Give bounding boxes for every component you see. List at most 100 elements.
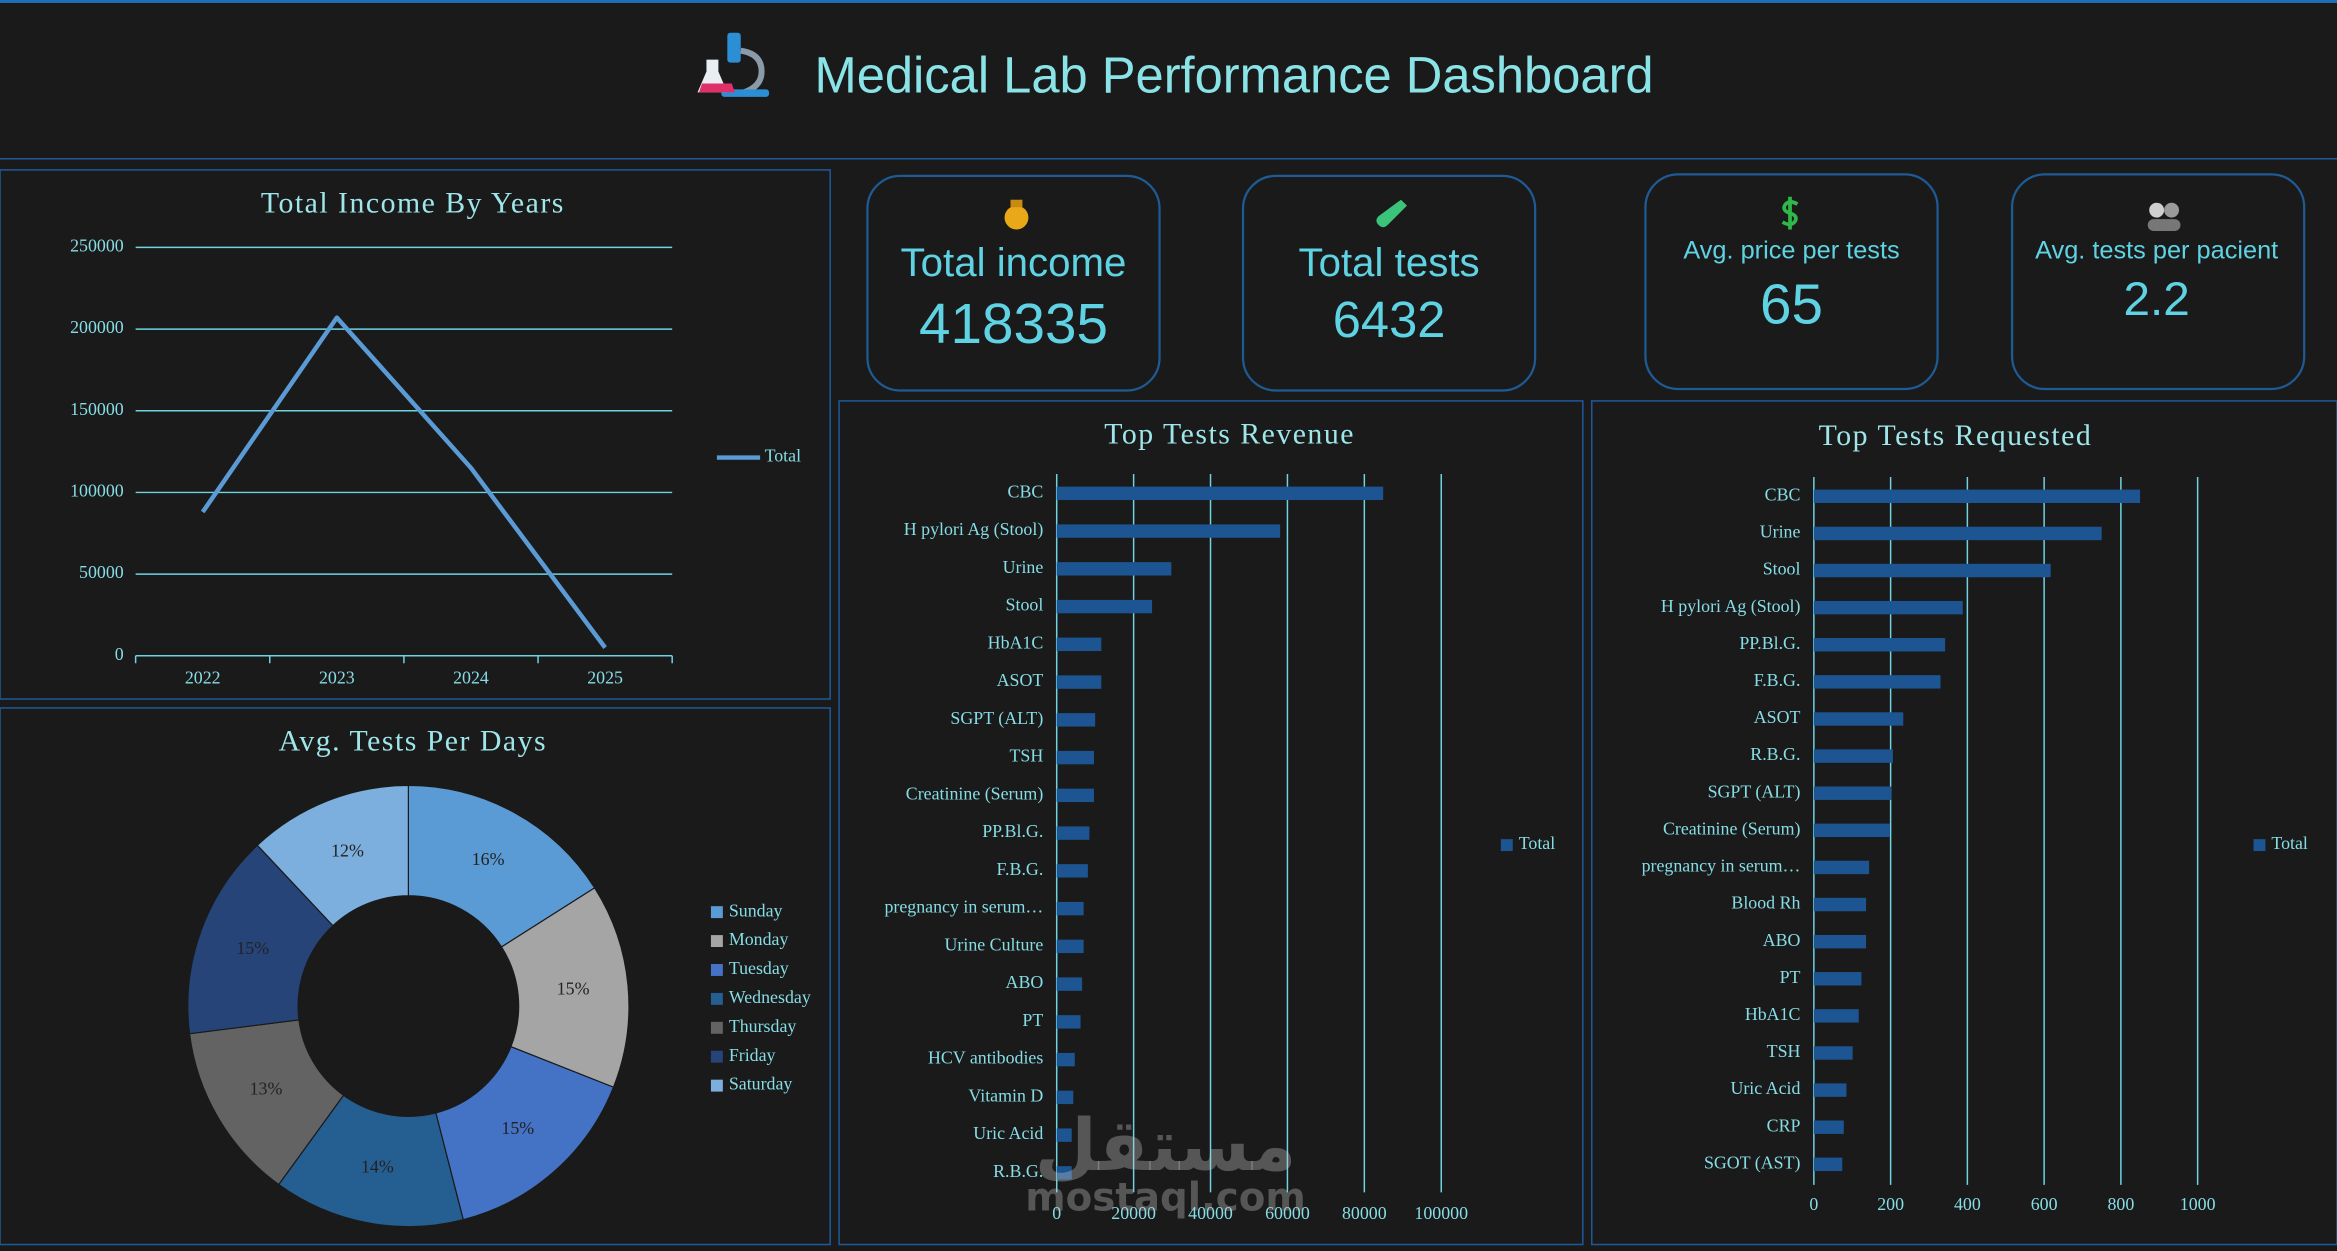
- legend-swatch: [710, 935, 723, 948]
- chart-panel: [0, 707, 831, 1246]
- bar: [1056, 486, 1384, 501]
- bar: [1056, 599, 1153, 614]
- y-tick-label: HCV antibodies: [928, 1048, 1043, 1068]
- kpi-label: Total income: [901, 240, 1127, 285]
- y-tick-label: CBC: [1008, 481, 1044, 501]
- x-tick-label: 400: [1954, 1194, 1981, 1214]
- y-tick-label: Stool: [1763, 559, 1801, 579]
- legend-swatch: [710, 1079, 723, 1092]
- kpi-card: [1241, 174, 1537, 392]
- bar: [1813, 972, 1862, 986]
- chart-title: Top Tests Requested: [1819, 419, 2093, 452]
- bar: [1813, 600, 1963, 615]
- y-tick-label: PP.Bl.G.: [1739, 633, 1800, 653]
- legend-label: Total: [1519, 833, 1556, 853]
- chart-title: Total Income By Years: [261, 187, 565, 220]
- y-tick-label: Urine: [1003, 557, 1044, 577]
- bar: [1813, 563, 2051, 578]
- x-tick-label: 80000: [1342, 1203, 1387, 1223]
- slice-label: 15%: [501, 1118, 534, 1138]
- bar: [1056, 637, 1102, 652]
- bar: [1813, 860, 1870, 875]
- kpi-label: Avg. price per tests: [1683, 237, 1899, 265]
- kpi-value: 6432: [1333, 291, 1446, 348]
- kpi-card: [1644, 173, 1939, 391]
- y-tick-label: Blood Rh: [1731, 893, 1800, 913]
- kpi-value: 2.2: [2124, 273, 2190, 326]
- x-tick-label: 600: [2031, 1194, 2058, 1214]
- bar: [1813, 1157, 1843, 1172]
- y-tick-label: HbA1C: [988, 632, 1044, 652]
- x-tick-label: 2023: [319, 668, 355, 688]
- bar: [1056, 1090, 1074, 1105]
- dashboard-title: Medical Lab Performance Dashboard: [815, 46, 1654, 103]
- y-tick-label: Urine: [1760, 522, 1801, 542]
- legend-swatch: [1500, 839, 1513, 852]
- bar: [1813, 934, 1867, 949]
- bar: [1813, 823, 1890, 838]
- bar: [1056, 1052, 1075, 1067]
- bar: [1056, 750, 1095, 765]
- kpi-card: [866, 174, 1161, 392]
- bar: [1813, 1046, 1853, 1060]
- slice-label: 16%: [472, 849, 505, 869]
- x-tick-label: 40000: [1188, 1203, 1233, 1223]
- tube-icon: [1376, 199, 1407, 228]
- top-rule: [0, 0, 2337, 3]
- legend-label: Total: [2271, 833, 2308, 853]
- y-tick-label: Uric Acid: [973, 1123, 1043, 1143]
- x-tick-label: 1000: [2180, 1194, 2216, 1214]
- bar: [1813, 712, 1904, 726]
- pie-slice: [187, 844, 334, 1035]
- y-tick-label: Stool: [1006, 595, 1044, 615]
- legend-label: Total: [765, 446, 802, 466]
- y-tick-label: ABO: [1006, 972, 1044, 992]
- legend-swatch: [710, 1050, 723, 1063]
- legend-label: Thursday: [729, 1016, 797, 1036]
- legend-label: Wednesday: [729, 987, 811, 1007]
- bar: [1056, 562, 1172, 576]
- x-tick-label: 2022: [185, 668, 221, 688]
- y-tick-label: ASOT: [997, 670, 1044, 690]
- kpi-label: Total tests: [1299, 240, 1480, 285]
- slice-label: 14%: [361, 1157, 394, 1177]
- slice-label: 15%: [557, 979, 590, 999]
- bar: [1813, 749, 1893, 763]
- bar: [1056, 675, 1102, 689]
- y-tick-label: 100000: [70, 481, 124, 501]
- bar: [1056, 524, 1281, 538]
- people-icon: [2147, 202, 2181, 232]
- legend-swatch: [710, 964, 723, 976]
- bar: [1056, 788, 1095, 803]
- bar: [1056, 901, 1084, 916]
- y-tick-label: Urine Culture: [945, 934, 1044, 954]
- y-tick-label: TSH: [1767, 1041, 1801, 1061]
- legend-label: Monday: [729, 929, 789, 949]
- bar: [1813, 638, 1946, 652]
- y-tick-label: R.B.G.: [1750, 744, 1800, 764]
- y-tick-label: 150000: [70, 399, 124, 419]
- bar: [1813, 526, 2102, 541]
- y-tick-label: ASOT: [1754, 707, 1801, 727]
- dollar-icon: [1781, 196, 1799, 230]
- legend-swatch: [710, 992, 723, 1005]
- chart-panel: [0, 169, 831, 700]
- y-tick-label: H pylori Ag (Stool): [1661, 596, 1801, 617]
- bar: [1813, 1120, 1844, 1134]
- watermark: مستقل: [1035, 1104, 1297, 1187]
- y-tick-label: 0: [115, 644, 124, 664]
- pie-slice: [500, 887, 630, 1089]
- chart-title: Top Tests Revenue: [1104, 418, 1355, 451]
- kpi-value: 65: [1760, 273, 1823, 336]
- y-tick-label: PT: [1022, 1010, 1043, 1030]
- slice-label: 15%: [236, 938, 269, 958]
- y-tick-label: pregnancy in serum…: [1642, 856, 1801, 876]
- watermark: mostaql.com: [1025, 1175, 1305, 1220]
- bar: [1813, 897, 1867, 912]
- legend-label: Sunday: [729, 900, 783, 920]
- y-tick-label: CRP: [1767, 1115, 1801, 1135]
- money-icon: [1004, 199, 1029, 230]
